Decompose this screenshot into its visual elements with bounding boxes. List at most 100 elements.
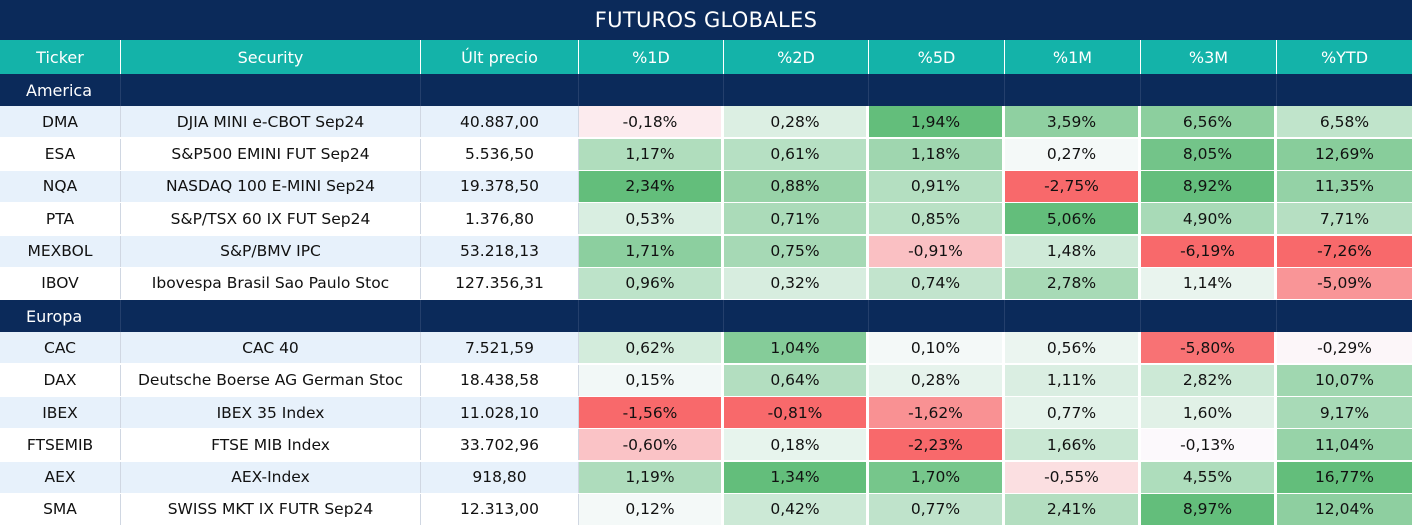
change-cell: -2,75% (1005, 170, 1141, 202)
table-row: AEX AEX-Index 918,80 1,19% 1,34% 1,70% -0,55% 4… (0, 461, 1412, 493)
change-cell: -0,81% (724, 397, 869, 428)
change-cell: 16,77% (1277, 461, 1412, 493)
change-cell: -2,23% (869, 429, 1005, 461)
change-cell: 4,90% (1141, 203, 1277, 235)
security-cell: SWISS MKT IX FUTR Sep24 (121, 493, 421, 525)
change-cell: 2,41% (1005, 493, 1141, 525)
security-cell: DJIA MINI e-CBOT Sep24 (121, 106, 421, 138)
price-cell: 18.438,58 (421, 364, 579, 396)
section-filler-cell (869, 74, 1005, 106)
change-cell: 10,07% (1277, 364, 1412, 396)
table-row: FTSEMIB FTSE MIB Index 33.702,96 -0,60% 0,18… (0, 429, 1412, 461)
section-row: America (0, 74, 1412, 106)
change-cell: 3,59% (1005, 106, 1141, 138)
price-cell: 40.887,00 (421, 106, 579, 138)
security-cell: IBEX 35 Index (121, 397, 421, 428)
column-header: Últ precio (421, 40, 579, 74)
price-cell: 19.378,50 (421, 170, 579, 202)
change-cell: 1,66% (1005, 429, 1141, 461)
change-cell: 0,96% (579, 267, 724, 299)
change-cell: 8,92% (1141, 170, 1277, 202)
change-cell: 1,48% (1005, 235, 1141, 267)
change-cell: 0,10% (869, 332, 1005, 364)
section-filler-cell (121, 74, 421, 106)
change-cell: 1,04% (724, 332, 869, 364)
column-header: %5D (869, 40, 1005, 74)
price-cell: 11.028,10 (421, 397, 579, 428)
ticker-cell: ESA (0, 138, 121, 170)
price-cell: 12.313,00 (421, 493, 579, 525)
section-filler-cell (1141, 74, 1277, 106)
change-cell: 6,56% (1141, 106, 1277, 138)
change-cell: 0,88% (724, 170, 869, 202)
price-cell: 1.376,80 (421, 203, 579, 235)
section-filler-cell (724, 74, 869, 106)
change-cell: 1,17% (579, 138, 724, 170)
change-cell: -7,26% (1277, 235, 1412, 267)
ticker-cell: CAC (0, 332, 121, 364)
table-row: ESA S&P500 EMINI FUT Sep24 5.536,50 1,17% 0,… (0, 138, 1412, 170)
change-cell: 4,55% (1141, 461, 1277, 493)
change-cell: 1,11% (1005, 364, 1141, 396)
change-cell: 0,61% (724, 138, 869, 170)
change-cell: -0,91% (869, 235, 1005, 267)
section-filler-cell (579, 300, 724, 333)
change-cell: -5,09% (1277, 267, 1412, 299)
ticker-cell: NQA (0, 170, 121, 202)
section-filler-cell (1005, 300, 1141, 333)
section-filler-cell (1277, 300, 1412, 332)
change-cell: 0,56% (1005, 332, 1141, 364)
security-cell: S&P500 EMINI FUT Sep24 (121, 138, 421, 170)
change-cell: -0,60% (579, 429, 724, 461)
change-cell: 0,27% (1005, 138, 1141, 170)
table-row: DAX Deutsche Boerse AG German Stoc 18.438,… (0, 364, 1412, 396)
price-cell: 33.702,96 (421, 429, 579, 461)
section-filler-cell (1277, 74, 1412, 106)
change-cell: 0,91% (869, 170, 1005, 202)
security-cell: AEX-Index (121, 461, 421, 493)
change-cell: 12,04% (1277, 493, 1412, 525)
table-row: IBOV Ibovespa Brasil Sao Paulo Stoc 127.35… (0, 267, 1412, 299)
price-cell: 918,80 (421, 461, 579, 493)
column-header: %2D (724, 40, 869, 74)
change-cell: 8,05% (1141, 138, 1277, 170)
change-cell: 2,78% (1005, 267, 1141, 299)
change-cell: 8,97% (1141, 493, 1277, 525)
ticker-cell: IBEX (0, 397, 121, 428)
table-row: PTA S&P/TSX 60 IX FUT Sep24 1.376,80 0,53% 0… (0, 203, 1412, 235)
ticker-cell: IBOV (0, 267, 121, 299)
change-cell: -0,55% (1005, 461, 1141, 493)
change-cell: 1,19% (579, 461, 724, 493)
column-header: Ticker (0, 40, 121, 74)
change-cell: 1,14% (1141, 267, 1277, 299)
change-cell: -0,13% (1141, 429, 1277, 461)
section-row: Europa (0, 300, 1412, 333)
change-cell: 0,32% (724, 267, 869, 299)
change-cell: 0,64% (724, 364, 869, 396)
column-header: %1M (1005, 40, 1141, 74)
change-cell: 2,34% (579, 170, 724, 202)
change-cell: 0,85% (869, 203, 1005, 235)
section-filler-cell (421, 74, 579, 106)
section-filler-cell (579, 74, 724, 106)
change-cell: 6,58% (1277, 106, 1412, 138)
table-title: FUTUROS GLOBALES (0, 0, 1412, 40)
ticker-cell: PTA (0, 203, 121, 235)
security-cell: Ibovespa Brasil Sao Paulo Stoc (121, 267, 421, 299)
section-label: America (0, 74, 121, 106)
security-cell: S&P/TSX 60 IX FUT Sep24 (121, 203, 421, 235)
change-cell: 0,53% (579, 203, 724, 235)
security-cell: CAC 40 (121, 332, 421, 364)
security-cell: S&P/BMV IPC (121, 235, 421, 267)
change-cell: 5,06% (1005, 203, 1141, 235)
section-filler-cell (1141, 300, 1277, 333)
change-cell: 11,35% (1277, 170, 1412, 202)
ticker-cell: FTSEMIB (0, 429, 121, 461)
section-filler-cell (121, 300, 421, 333)
change-cell: 0,28% (724, 106, 869, 138)
price-cell: 53.218,13 (421, 235, 579, 267)
change-cell: -1,56% (579, 397, 724, 428)
change-cell: 9,17% (1277, 397, 1412, 428)
security-cell: FTSE MIB Index (121, 429, 421, 461)
change-cell: 0,71% (724, 203, 869, 235)
